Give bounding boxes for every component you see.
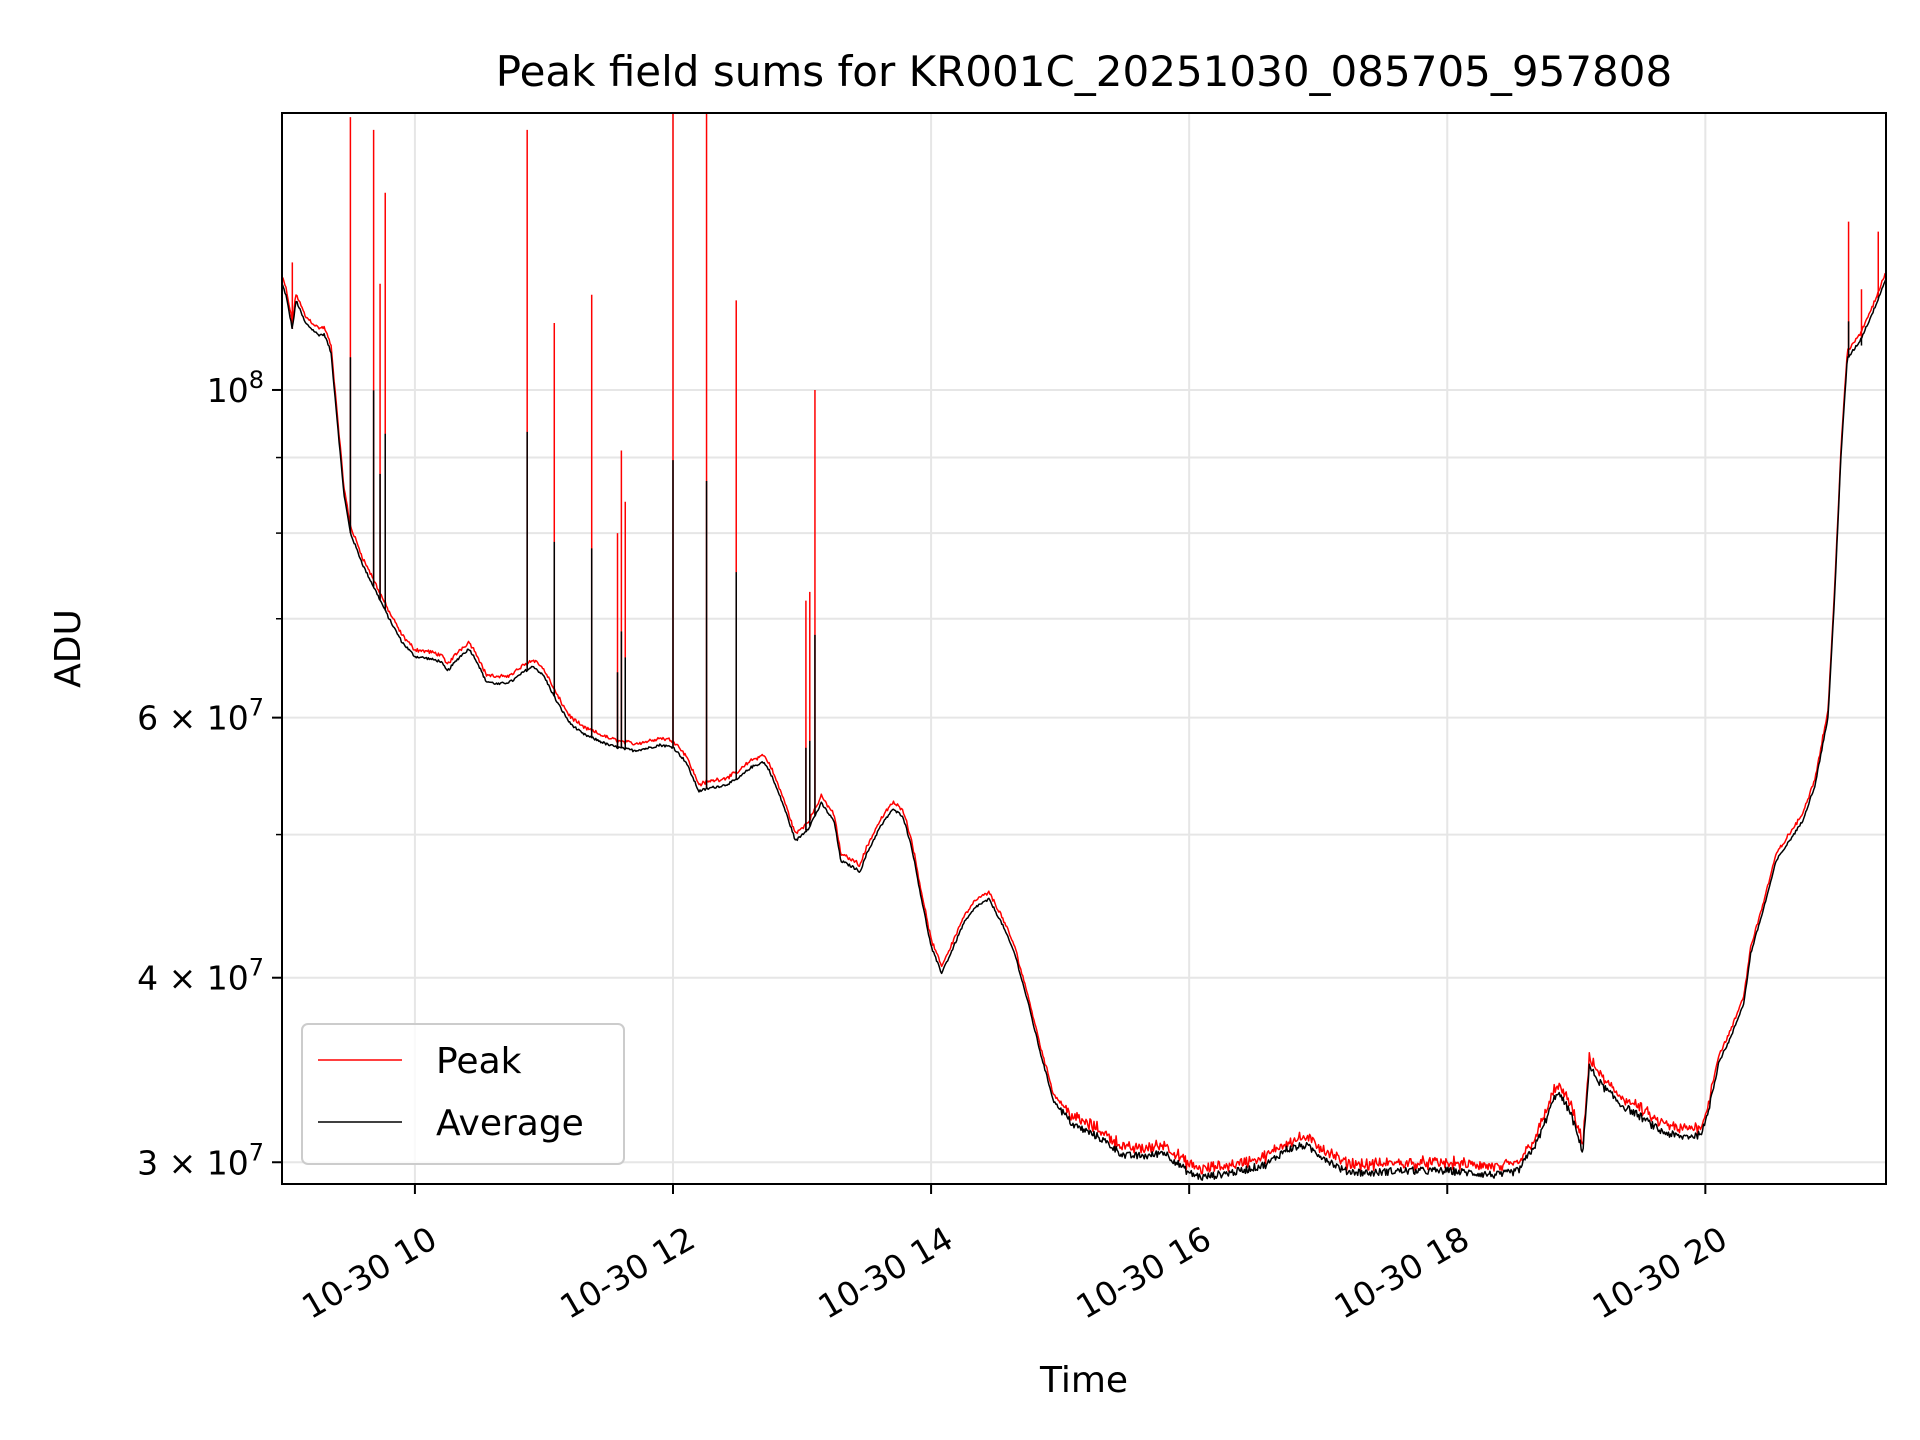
y-tick-label: 3 × 107 (137, 1138, 264, 1182)
series-peak-line (281, 272, 1887, 1175)
series-average-line (281, 278, 1887, 1181)
y-axis-label: ADU (48, 609, 89, 688)
legend-label-peak: Peak (436, 1041, 522, 1082)
plot-frame (281, 112, 1887, 1185)
y-tick-label: 6 × 107 (137, 694, 264, 738)
grid (282, 113, 1886, 1184)
y-tick-label: 4 × 107 (137, 954, 264, 998)
legend-label-average: Average (436, 1103, 584, 1144)
legend-box (301, 1023, 625, 1165)
series-layer (281, 113, 1887, 1181)
x-axis-label: Time (1039, 1360, 1128, 1401)
chart-title: Peak field sums for KR001C_20251030_0857… (496, 47, 1672, 96)
legend: Peak Average (301, 1023, 625, 1165)
y-tick-label: 108 (207, 366, 264, 410)
